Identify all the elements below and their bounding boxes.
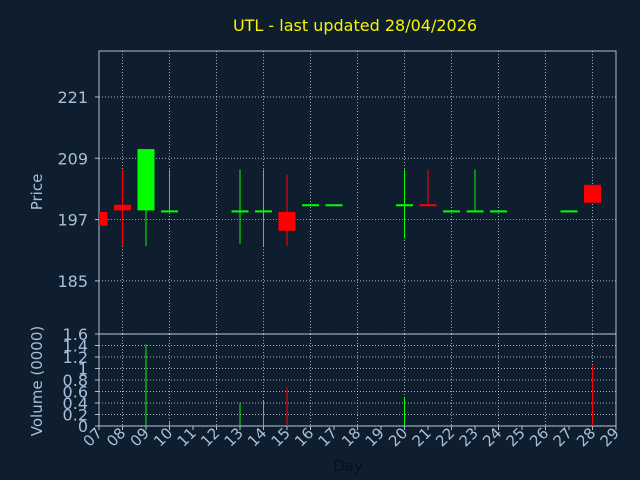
volume-y-tick-label: 0.8 [63, 371, 88, 390]
candle-body [99, 211, 108, 226]
volume-y-tick-label: 1.2 [63, 348, 88, 367]
price-y-tick-label: 197 [57, 211, 88, 230]
x-tick-labels: 0708091011121314151617181920212223242526… [80, 424, 623, 450]
volume-series [145, 344, 593, 426]
candle-body [161, 210, 178, 213]
price-axis-label: Price [28, 174, 46, 211]
price-y-tick-label: 185 [57, 272, 88, 291]
candle-body [255, 210, 272, 213]
volume-y-tick-label: 0.4 [63, 394, 88, 413]
candle-body [278, 211, 296, 231]
candle-body [302, 204, 319, 207]
candle-body [490, 210, 507, 213]
candlestick-series [99, 149, 601, 247]
volume-y-tick-label: 1.6 [63, 325, 88, 344]
volume-y-tick-label: 0 [78, 417, 88, 436]
volume-y-tick-label: 0.6 [63, 383, 88, 402]
volume-grid [99, 333, 616, 427]
volume-y-tick-labels: 00.20.40.60.811.21.41.6 [63, 325, 99, 436]
candle-body [443, 210, 460, 213]
candle-body [419, 204, 437, 207]
volume-y-tick-label: 0.2 [63, 406, 88, 425]
volume-y-tick-label: 1 [78, 360, 88, 379]
candle-body [466, 210, 484, 213]
chart-title: UTL - last updated 28/04/2026 [233, 16, 477, 35]
candle-body [231, 210, 249, 213]
candle-body [114, 204, 131, 211]
candle-body [396, 204, 413, 207]
x-axis-label: Day [333, 457, 363, 475]
candle-body [137, 149, 155, 211]
price-y-tick-label: 209 [57, 149, 88, 168]
volume-y-tick-label: 1.4 [63, 337, 88, 356]
candle-body [584, 184, 601, 203]
candle-body [325, 204, 343, 207]
price-y-tick-label: 221 [57, 88, 88, 107]
price-y-tick-labels: 185 197 209 221 [57, 88, 99, 291]
volume-axis-label: Volume (0000) [28, 326, 46, 436]
candle-body [560, 210, 578, 213]
